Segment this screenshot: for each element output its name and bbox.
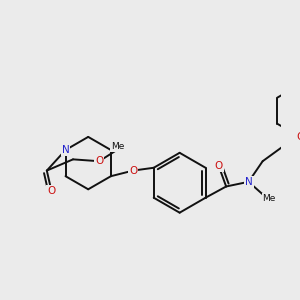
Text: O: O bbox=[47, 186, 56, 196]
Text: O: O bbox=[214, 161, 223, 171]
Text: N: N bbox=[62, 145, 69, 155]
Text: O: O bbox=[95, 156, 103, 166]
Text: O: O bbox=[296, 132, 300, 142]
Text: Me: Me bbox=[111, 142, 124, 151]
Text: N: N bbox=[245, 177, 253, 187]
Text: O: O bbox=[129, 166, 137, 176]
Text: Me: Me bbox=[262, 194, 276, 203]
